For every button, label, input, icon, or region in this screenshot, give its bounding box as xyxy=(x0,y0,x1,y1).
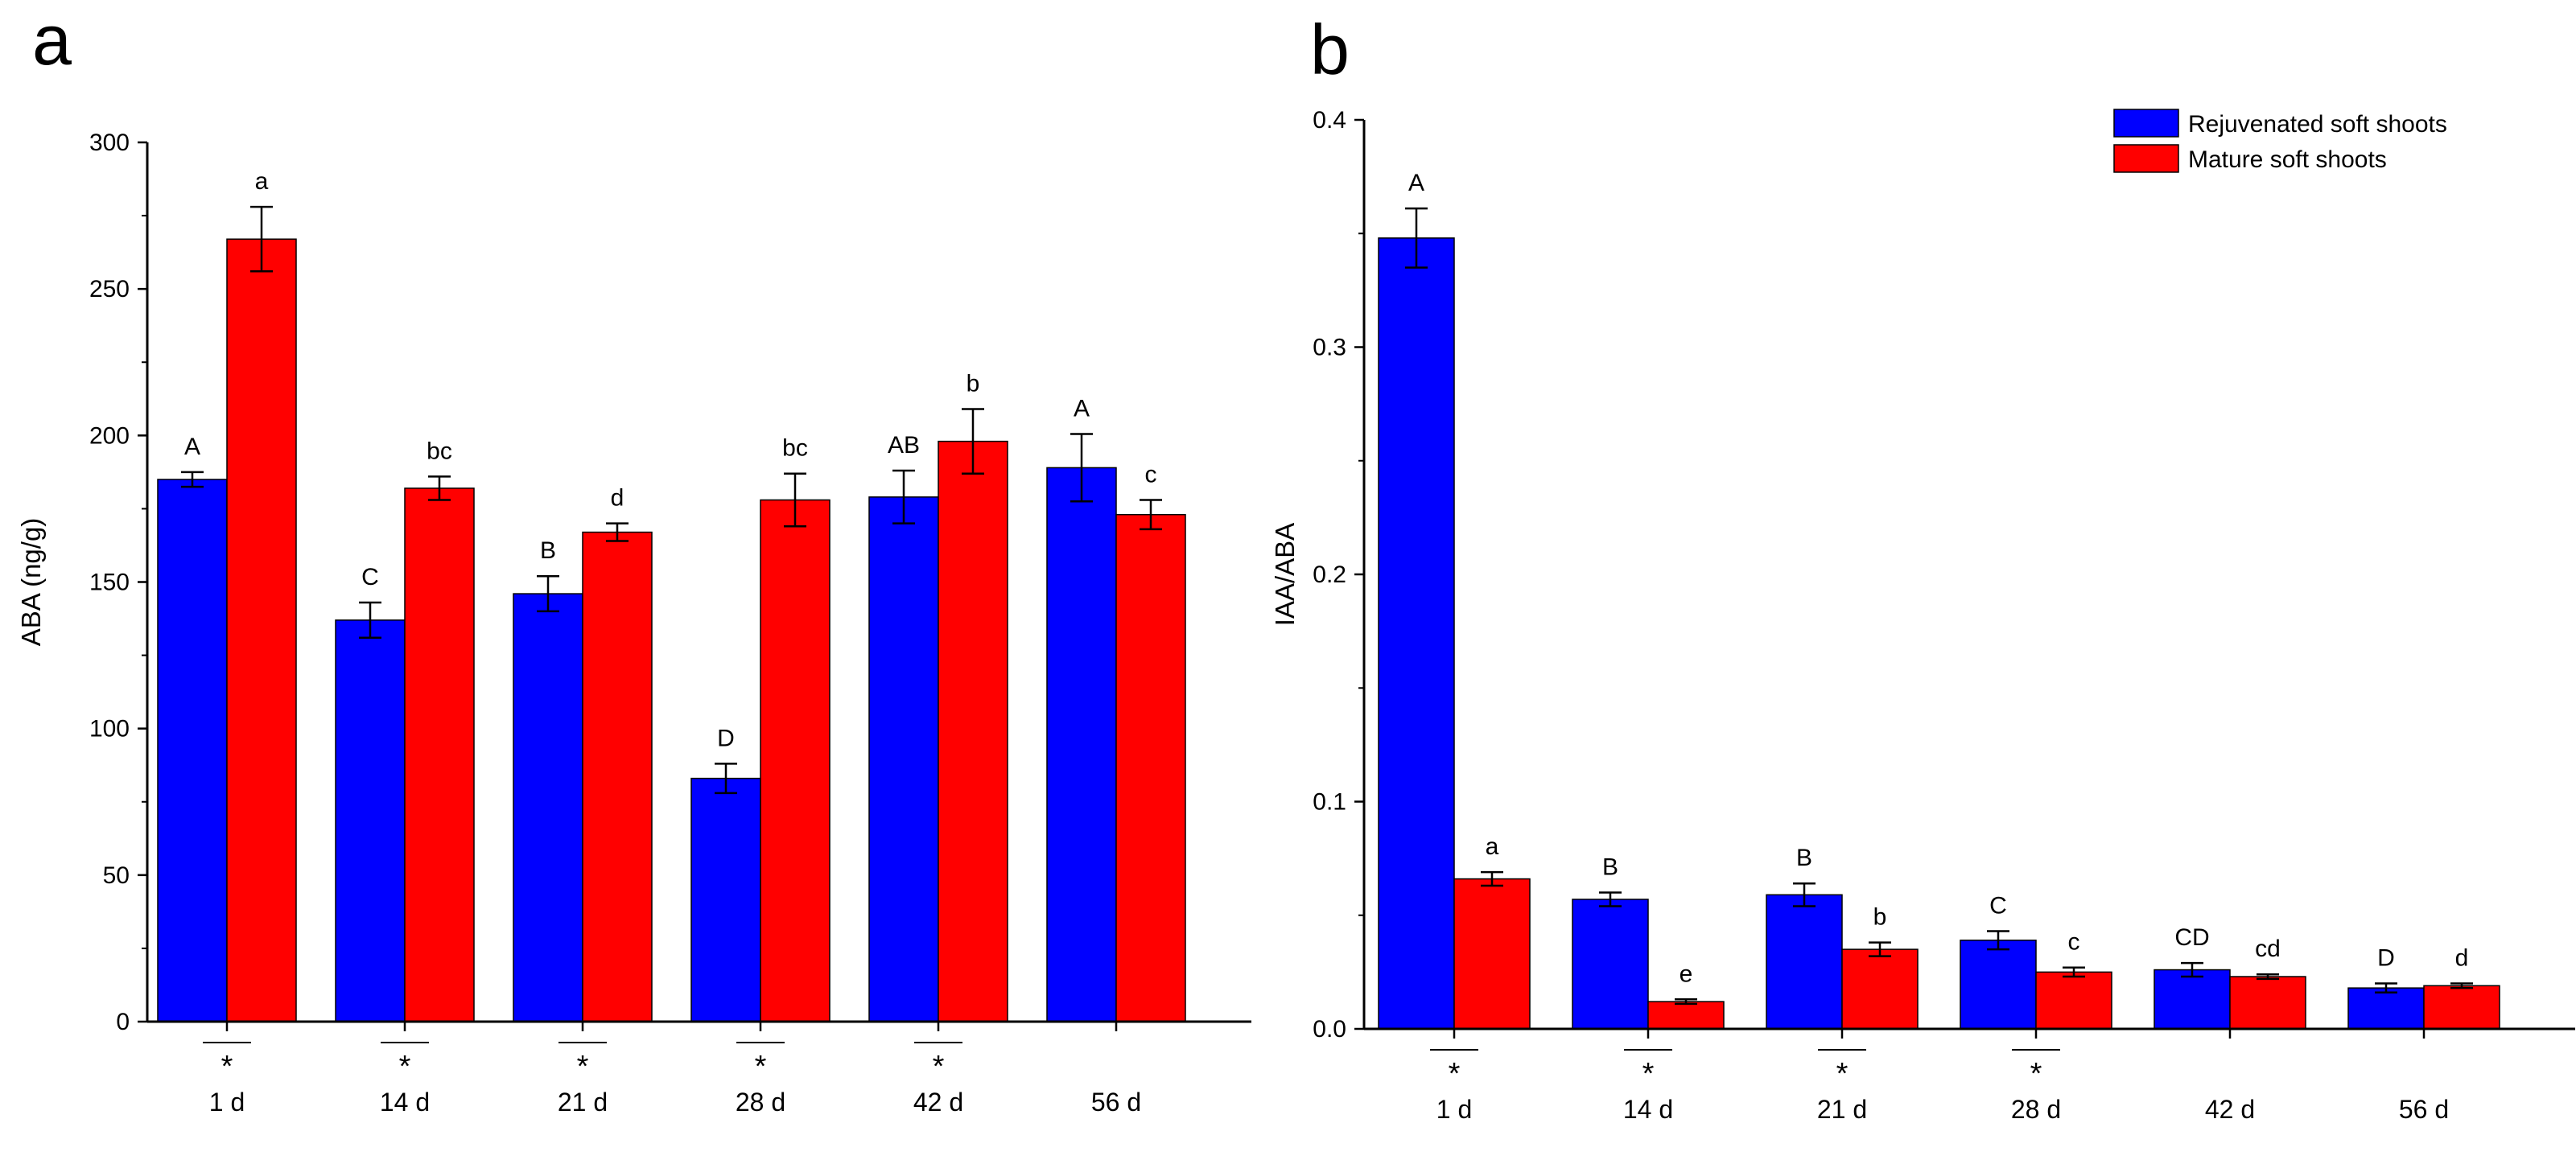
bar-rejuvenated-2 xyxy=(336,620,405,1022)
y-tick-label: 0.0 xyxy=(1313,1016,1346,1043)
x-tick-label: 56 d xyxy=(2399,1095,2449,1124)
x-tick-label: 1 d xyxy=(1436,1095,1472,1124)
y-tick-label: 250 xyxy=(89,276,130,302)
panel-letter: a xyxy=(32,0,72,80)
y-tick-label: 200 xyxy=(89,422,130,449)
figure: aAa*1 dCbc*14 dBd*21 dDbc*28 dABb*42 dAc… xyxy=(0,0,2576,1160)
bar-mature-3 xyxy=(1842,949,1918,1029)
bar-rejuvenated-2 xyxy=(1572,899,1648,1029)
significance-letter: b xyxy=(967,371,980,397)
significance-letter: C xyxy=(1989,893,2007,919)
significance-letter: cd xyxy=(2255,936,2281,962)
bar-rejuvenated-6 xyxy=(2348,988,2424,1029)
significance-letter: c xyxy=(1145,461,1157,487)
significance-star: * xyxy=(755,1050,767,1084)
bar-mature-4 xyxy=(760,500,830,1022)
significance-letter: A xyxy=(184,434,200,460)
legend-swatch xyxy=(2114,145,2178,172)
y-axis-title: IAA/ABA xyxy=(1270,523,1300,626)
bar-mature-6 xyxy=(1116,515,1185,1022)
significance-star: * xyxy=(399,1050,411,1084)
y-tick-label: 0 xyxy=(116,1009,130,1035)
significance-star: * xyxy=(1836,1057,1849,1091)
bar-mature-1 xyxy=(1454,879,1530,1029)
x-tick-label: 21 d xyxy=(1817,1095,1867,1124)
significance-star: * xyxy=(577,1050,589,1084)
significance-star: * xyxy=(1642,1057,1655,1091)
significance-letter: c xyxy=(2068,929,2080,956)
x-tick-label: 21 d xyxy=(558,1088,608,1117)
significance-letter: B xyxy=(1602,854,1618,881)
bar-rejuvenated-1 xyxy=(158,479,227,1022)
y-axis-title: ABA (ng/g) xyxy=(16,518,46,647)
y-tick-label: 50 xyxy=(103,862,130,889)
x-tick-label: 28 d xyxy=(736,1088,785,1117)
significance-star: * xyxy=(221,1050,233,1084)
bar-rejuvenated-4 xyxy=(691,779,760,1022)
significance-star: * xyxy=(2030,1057,2042,1091)
bar-mature-1 xyxy=(227,239,296,1022)
significance-letter: d xyxy=(611,485,624,512)
significance-letter: CD xyxy=(2174,924,2209,951)
x-tick-label: 42 d xyxy=(2205,1095,2255,1124)
bar-rejuvenated-1 xyxy=(1379,238,1454,1029)
legend-swatch xyxy=(2114,109,2178,137)
significance-letter: e xyxy=(1680,960,1693,987)
significance-letter: a xyxy=(1486,833,1499,860)
bar-mature-3 xyxy=(583,533,652,1022)
bar-mature-6 xyxy=(2424,985,2500,1029)
y-tick-label: 100 xyxy=(89,716,130,742)
significance-letter: D xyxy=(717,725,735,751)
y-tick-label: 300 xyxy=(89,130,130,156)
bar-rejuvenated-5 xyxy=(869,497,938,1022)
significance-letter: A xyxy=(1408,170,1424,196)
x-tick-label: 1 d xyxy=(209,1088,245,1117)
bar-mature-2 xyxy=(1648,1002,1724,1029)
x-tick-label: 42 d xyxy=(913,1088,963,1117)
legend-label: Mature soft shoots xyxy=(2188,146,2387,173)
significance-letter: bc xyxy=(427,438,452,464)
y-tick-label: 0.4 xyxy=(1313,107,1346,134)
bar-rejuvenated-6 xyxy=(1047,467,1116,1022)
x-tick-label: 14 d xyxy=(380,1088,430,1117)
significance-letter: C xyxy=(361,564,379,590)
bar-rejuvenated-3 xyxy=(1766,895,1842,1029)
x-tick-label: 56 d xyxy=(1091,1088,1141,1117)
bar-mature-5 xyxy=(2230,977,2306,1029)
y-tick-label: 0.1 xyxy=(1313,789,1346,816)
significance-letter: d xyxy=(2455,945,2469,972)
bar-rejuvenated-4 xyxy=(1960,940,2036,1029)
x-tick-label: 28 d xyxy=(2011,1095,2061,1124)
significance-letter: bc xyxy=(782,435,808,462)
panel-letter: b xyxy=(1310,10,1350,89)
x-tick-label: 14 d xyxy=(1623,1095,1673,1124)
legend-label: Rejuvenated soft shoots xyxy=(2188,111,2447,138)
bar-mature-4 xyxy=(2036,972,2112,1029)
significance-letter: a xyxy=(255,168,269,195)
significance-star: * xyxy=(1449,1057,1461,1091)
significance-star: * xyxy=(933,1050,945,1084)
y-tick-label: 0.2 xyxy=(1313,561,1346,588)
y-tick-label: 150 xyxy=(89,570,130,596)
bar-mature-5 xyxy=(938,442,1008,1022)
significance-letter: B xyxy=(1796,845,1812,871)
significance-letter: B xyxy=(540,537,556,564)
significance-letter: b xyxy=(1873,904,1887,931)
bar-rejuvenated-5 xyxy=(2154,970,2230,1029)
significance-letter: D xyxy=(2377,945,2395,972)
bar-rejuvenated-3 xyxy=(513,594,583,1022)
y-tick-label: 0.3 xyxy=(1313,335,1346,361)
bar-mature-2 xyxy=(405,488,474,1022)
significance-letter: AB xyxy=(888,432,920,459)
significance-letter: A xyxy=(1074,396,1090,422)
